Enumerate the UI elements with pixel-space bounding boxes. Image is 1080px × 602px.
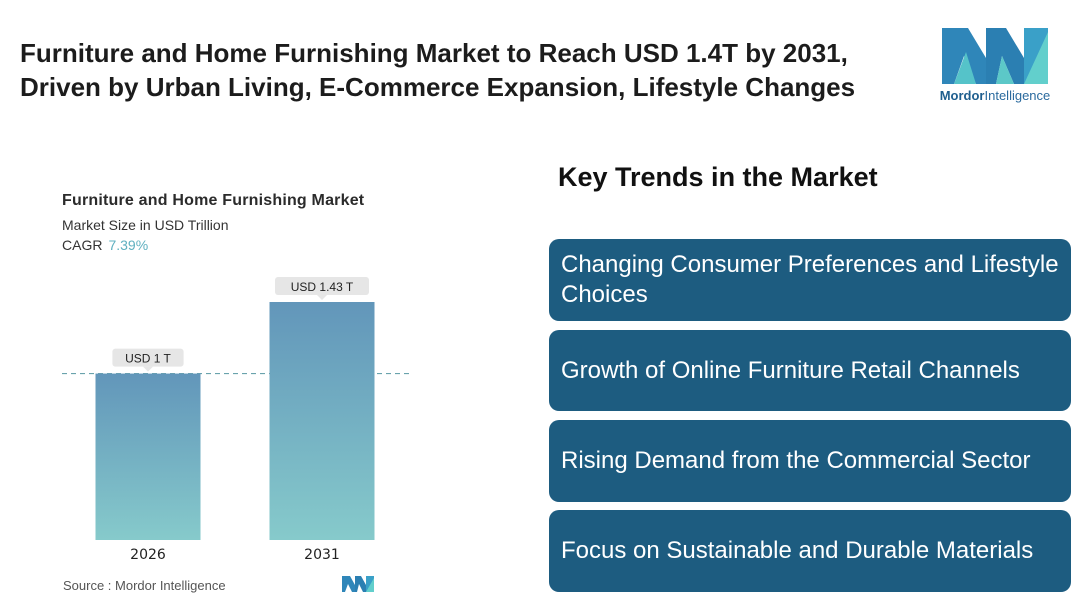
data-label: USD 1 T <box>125 352 171 366</box>
mordor-small-logo-icon <box>342 576 374 592</box>
chart-subtitle: Market Size in USD Trillion <box>62 217 229 233</box>
chart-cagr: CAGR 7.39% <box>62 237 148 253</box>
x-tick-label: 2031 <box>304 547 340 563</box>
cagr-label: CAGR <box>62 237 103 253</box>
cagr-value: 7.39% <box>108 237 149 253</box>
data-label: USD 1.43 T <box>291 280 354 294</box>
chart-title: Furniture and Home Furnishing Market <box>62 192 365 209</box>
bar-chart: USD 1 T 2026 USD 1.43 T 2031 <box>62 277 412 563</box>
data-label-pointer <box>143 366 153 372</box>
brand-logo: MordorIntelligence <box>930 28 1060 108</box>
trend-item-1: Changing Consumer Preferences and Lifest… <box>549 239 1071 321</box>
brand-name-rest: Intelligence <box>984 88 1051 103</box>
headline: Furniture and Home Furnishing Market to … <box>20 36 920 104</box>
mordor-logo-icon <box>942 28 1048 84</box>
trend-item-label: Focus on Sustainable and Durable Materia… <box>561 537 1034 564</box>
data-label-pointer <box>317 295 327 300</box>
bar-2026 <box>95 373 201 540</box>
trend-item-label: Rising Demand from the Commercial Sector <box>561 447 1031 474</box>
trend-item-4: Focus on Sustainable and Durable Materia… <box>549 510 1071 592</box>
data-label-bg <box>275 277 369 295</box>
brand-name-bold: Mordor <box>939 88 985 103</box>
x-tick-label: 2026 <box>130 547 166 563</box>
data-label-bg <box>112 348 184 367</box>
headline-line-2: Driven by Urban Living, E-Commerce Expan… <box>20 72 856 102</box>
trend-item-2: Growth of Online Furniture Retail Channe… <box>549 330 1071 411</box>
trend-item-3: Rising Demand from the Commercial Sector <box>549 420 1071 502</box>
trend-item-label: Changing Consumer Preferences and Lifest… <box>561 251 1059 308</box>
source-note: Source : Mordor Intelligence <box>63 578 226 593</box>
bar-2031 <box>269 302 375 540</box>
trend-item-label: Growth of Online Furniture Retail Channe… <box>561 356 1020 384</box>
key-trends-title: Key Trends in the Market <box>558 162 878 192</box>
headline-line-1: Furniture and Home Furnishing Market to … <box>20 38 848 68</box>
brand-name: MordorIntelligence <box>930 88 1060 103</box>
